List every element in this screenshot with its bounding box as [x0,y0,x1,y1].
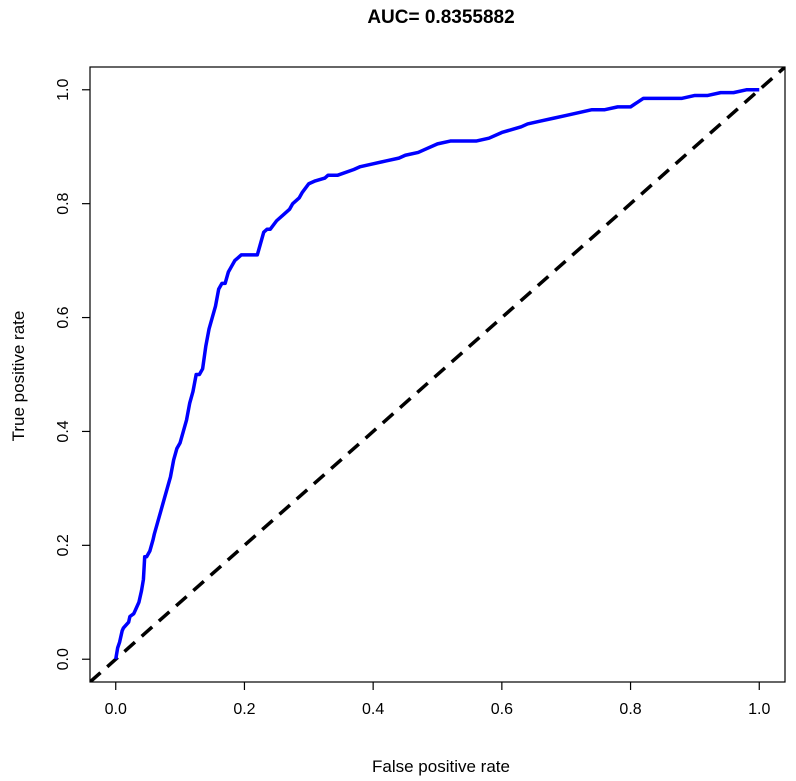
plot-lines [90,67,785,682]
y-axis-label: True positive rate [9,311,28,442]
x-tick-label: 0.8 [619,701,641,718]
x-tick-label: 1.0 [748,701,770,718]
y-tick-label: 0.0 [55,648,72,670]
x-tick-label: 0.0 [105,701,127,718]
y-tick-label: 1.0 [55,79,72,101]
plot-frame [89,66,786,683]
y-axis: 0.0 0.2 0.4 0.6 0.8 1.0 [55,79,90,670]
reference-diagonal-line [90,67,785,682]
y-tick-label: 0.2 [55,534,72,556]
x-tick-label: 0.6 [491,701,513,718]
x-axis-label: False positive rate [372,757,510,776]
x-tick-label: 0.4 [362,701,384,718]
roc-curve-line [114,88,760,660]
chart-title: AUC= 0.8355882 [367,7,514,28]
y-tick-label: 0.6 [55,306,72,328]
x-axis: 0.0 0.2 0.4 0.6 0.8 1.0 [105,682,770,718]
x-tick-label: 0.2 [233,701,255,718]
y-tick-label: 0.8 [55,192,72,214]
y-tick-label: 0.4 [55,420,72,442]
